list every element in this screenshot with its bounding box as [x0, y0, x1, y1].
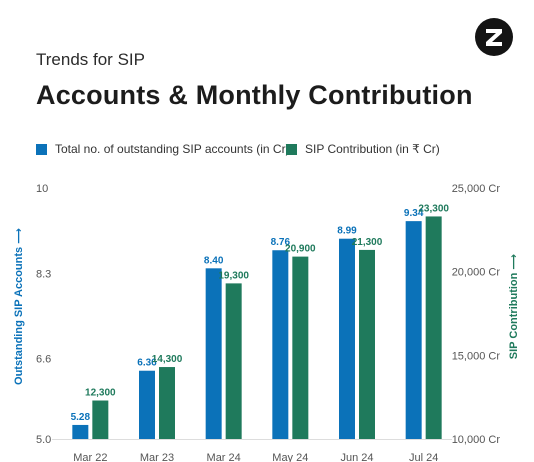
bar-accounts: [272, 250, 289, 439]
data-label-contribution: 21,300: [352, 237, 383, 248]
x-tick-label: Mar 22: [73, 452, 107, 462]
legend-swatch-contribution: [286, 143, 297, 155]
data-label-contribution: 12,300: [85, 388, 116, 399]
bar-accounts: [205, 268, 222, 439]
bar-accounts: [405, 221, 422, 439]
bar-contribution: [225, 283, 242, 439]
data-label-accounts: 8.99: [337, 226, 357, 237]
legend-label-accounts: Total no. of outstanding SIP accounts (i…: [55, 142, 290, 156]
y-axis-left-label: Outstanding SIP Accounts: [12, 246, 25, 385]
y-left-tick-label: 5.0: [36, 434, 51, 446]
y-right-tick-label: 20,000 Cr: [452, 267, 501, 279]
z-logo-icon: [475, 18, 513, 56]
legend-label-contribution: SIP Contribution (in ₹ Cr): [305, 142, 440, 156]
legend-swatch-accounts: [36, 143, 47, 155]
data-label-accounts: 5.28: [71, 412, 91, 423]
data-label-accounts: 8.76: [271, 237, 291, 248]
data-label-accounts: 8.40: [204, 255, 224, 266]
y-left-tick-label: 8.3: [36, 268, 51, 280]
bar-accounts: [72, 424, 89, 439]
x-tick-label: Jul 24: [409, 452, 438, 462]
bar-contribution: [159, 367, 175, 439]
y-axis-right-arrow: ⟶: [507, 253, 520, 270]
bar-accounts: [339, 238, 355, 439]
y-right-tick-label: 10,000 Cr: [452, 434, 501, 446]
data-label-accounts: 9.34: [404, 208, 424, 219]
data-label-contribution: 20,900: [285, 244, 316, 255]
x-tick-label: Mar 24: [207, 452, 241, 462]
x-tick-label: May 24: [272, 452, 308, 462]
bar-contribution: [292, 256, 309, 439]
data-label-contribution: 14,300: [152, 354, 183, 365]
chart-supertitle: Trends for SIP: [36, 50, 145, 69]
y-axis-right-label: SIP Contribution: [507, 272, 520, 359]
x-tick-label: Jun 24: [340, 452, 373, 462]
y-right-tick-label: 15,000 Cr: [452, 350, 501, 362]
bar-contribution: [92, 400, 109, 439]
legend-item-accounts: Total no. of outstanding SIP accounts (i…: [36, 142, 290, 156]
data-label-contribution: 19,300: [218, 270, 249, 281]
data-label-accounts: 6.36: [137, 358, 157, 369]
y-axis-left-title: Outstanding SIP Accounts ⟶: [11, 228, 24, 385]
bar-contribution: [359, 249, 375, 439]
y-left-tick-label: 10: [36, 183, 48, 195]
data-label-contribution: 23,300: [418, 203, 449, 214]
y-axis-left-arrow: ⟶: [12, 227, 25, 244]
y-right-tick-label: 25,000 Cr: [452, 183, 501, 195]
x-tick-label: Mar 23: [140, 452, 174, 462]
bar-accounts: [139, 370, 155, 439]
chart-title: Accounts & Monthly Contribution: [36, 80, 473, 110]
y-axis-right-title: SIP Contribution ⟶: [507, 253, 520, 358]
y-left-tick-label: 6.6: [36, 354, 51, 366]
legend-item-contribution: SIP Contribution (in ₹ Cr): [286, 142, 440, 156]
bar-contribution: [425, 216, 442, 439]
